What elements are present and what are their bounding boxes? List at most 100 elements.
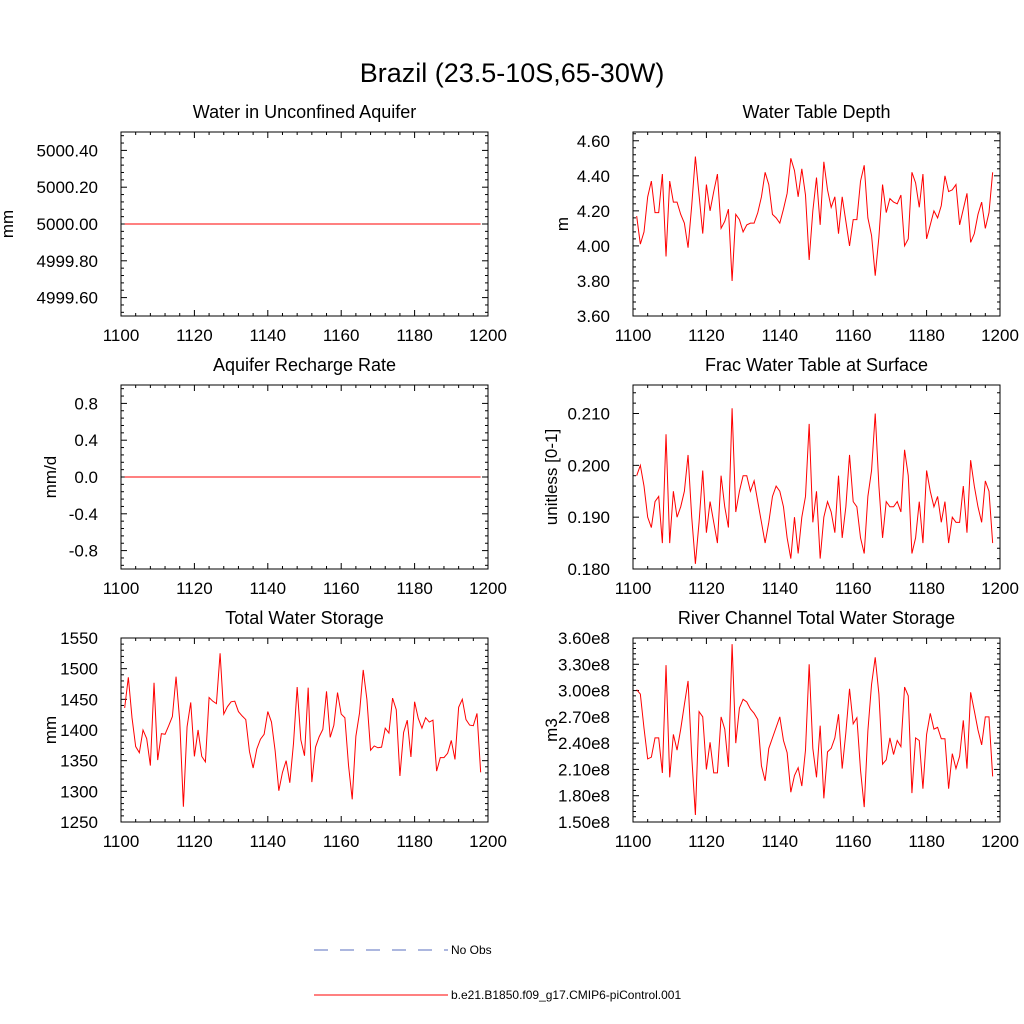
y-tick-label: 3.00e8 [558, 682, 610, 701]
y-tick-label: 1400 [60, 721, 98, 740]
x-tick-label: 1200 [469, 326, 507, 345]
x-tick-label: 1140 [250, 832, 287, 851]
chart-panel-6: River Channel Total Water Storage 1100 112… [542, 608, 1019, 851]
panel-title: Frac Water Table at Surface [705, 355, 928, 375]
x-tick-label: 1160 [323, 579, 360, 598]
series-line-1 [636, 408, 994, 564]
x-tick-label: 1180 [908, 326, 945, 345]
y-tick-label: 1500 [60, 660, 98, 679]
y-tick-label: 0.8 [74, 394, 98, 413]
y-tick-label: 2.40e8 [558, 734, 610, 753]
plot-frame [632, 131, 1001, 317]
x-tick-label: 1160 [835, 326, 872, 345]
y-tick-label: 1250 [60, 813, 98, 832]
x-tick-label: 1100 [615, 326, 652, 345]
x-tick-label: 1180 [908, 832, 945, 851]
legend-obs-label: No Obs [451, 943, 492, 957]
chart-panel-1: Water in Unconfined Aquifer 1100 1120 1140 1… [0, 102, 507, 345]
x-tick-label: 1140 [762, 326, 799, 345]
y-axis-label: mm [41, 716, 60, 744]
x-tick-label: 1160 [323, 326, 360, 345]
panel-title: River Channel Total Water Storage [678, 608, 955, 628]
x-tick-label: 1120 [688, 326, 725, 345]
x-tick-label: 1200 [469, 832, 507, 851]
x-tick-label: 1160 [323, 832, 360, 851]
plot-frame [632, 384, 1001, 570]
x-tick-label: 1100 [615, 832, 652, 851]
y-tick-label: 4.60 [577, 132, 610, 151]
x-tick-label: 1120 [176, 579, 213, 598]
y-axis-label: mm [0, 210, 17, 238]
y-tick-label: 0.4 [74, 431, 98, 450]
chart-panel-2: Water Table Depth 1100 1120 1140 1160 1180 120… [553, 102, 1019, 345]
x-tick-label: 1180 [396, 832, 433, 851]
legend: No Obs b.e21.B1850.f09_g17.CMIP6-piContr… [314, 943, 681, 1002]
y-tick-label: 1350 [60, 752, 98, 771]
x-tick-label: 1160 [835, 579, 872, 598]
y-tick-label: 5000.20 [37, 178, 98, 197]
x-tick-label: 1200 [981, 832, 1019, 851]
y-tick-label: 3.60 [577, 307, 610, 326]
y-tick-label: 2.70e8 [558, 708, 610, 727]
plot-frame [632, 637, 1001, 823]
series-line-1 [124, 653, 482, 807]
x-tick-label: 1120 [176, 326, 213, 345]
y-tick-label: 4.00 [577, 237, 610, 256]
x-tick-label: 1140 [762, 832, 799, 851]
x-tick-label: 1180 [396, 326, 433, 345]
y-tick-label: 0.190 [567, 508, 610, 527]
x-tick-label: 1160 [835, 832, 872, 851]
y-tick-label: 0.180 [567, 560, 610, 579]
y-tick-label: 1300 [60, 782, 98, 801]
x-tick-label: 1100 [103, 832, 140, 851]
legend-model-label: b.e21.B1850.f09_g17.CMIP6-piControl.001 [451, 988, 681, 1002]
x-tick-label: 1180 [396, 579, 433, 598]
y-axis-label: unitless [0-1] [542, 429, 561, 525]
x-tick-label: 1100 [103, 579, 140, 598]
y-tick-label: 3.80 [577, 272, 610, 291]
y-tick-label: 0.200 [567, 456, 610, 475]
y-tick-label: 3.30e8 [558, 655, 610, 674]
x-tick-label: 1120 [688, 832, 725, 851]
y-tick-label: 1450 [60, 690, 98, 709]
y-tick-label: -0.4 [69, 505, 98, 524]
y-tick-label: 4999.80 [37, 252, 98, 271]
x-tick-label: 1200 [469, 579, 507, 598]
figure-title: Brazil (23.5-10S,65-30W) [360, 58, 665, 88]
x-tick-label: 1140 [250, 579, 287, 598]
x-tick-label: 1180 [908, 579, 945, 598]
x-tick-label: 1140 [762, 579, 799, 598]
panel-title: Water Table Depth [742, 102, 890, 122]
y-tick-label: 5000.00 [37, 215, 98, 234]
x-tick-label: 1100 [615, 579, 652, 598]
x-tick-label: 1100 [103, 326, 140, 345]
panel-title: Total Water Storage [225, 608, 383, 628]
y-tick-label: 4.20 [577, 202, 610, 221]
x-tick-label: 1140 [250, 326, 287, 345]
y-tick-label: 2.10e8 [558, 760, 610, 779]
y-tick-label: 4.40 [577, 167, 610, 186]
x-tick-label: 1200 [981, 579, 1019, 598]
y-tick-label: -0.8 [69, 542, 98, 561]
panel-title: Water in Unconfined Aquifer [193, 102, 416, 122]
panel-title: Aquifer Recharge Rate [213, 355, 396, 375]
y-tick-label: 1.50e8 [558, 813, 610, 832]
y-axis-label: m3 [542, 718, 561, 742]
y-axis-label: m [553, 217, 572, 231]
x-tick-label: 1120 [688, 579, 725, 598]
panels: Water in Unconfined Aquifer 1100 1120 1140 1… [0, 102, 1019, 851]
y-tick-label: 5000.40 [37, 141, 98, 160]
plot-frame [120, 637, 489, 823]
x-tick-label: 1200 [981, 326, 1019, 345]
y-tick-label: 1.80e8 [558, 787, 610, 806]
y-tick-label: 3.60e8 [558, 629, 610, 648]
chart-panel-3: Aquifer Recharge Rate 1100 1120 1140 1160 118… [41, 355, 507, 598]
series-line-1 [636, 156, 994, 281]
series-line-1 [636, 644, 994, 816]
y-tick-label: 0.0 [74, 468, 98, 487]
chart-panel-5: Total Water Storage 1100 1120 1140 1160 1180 1… [41, 608, 507, 851]
y-tick-label: 0.210 [567, 405, 610, 424]
y-tick-label: 1550 [60, 629, 98, 648]
y-axis-label: mm/d [41, 456, 60, 499]
